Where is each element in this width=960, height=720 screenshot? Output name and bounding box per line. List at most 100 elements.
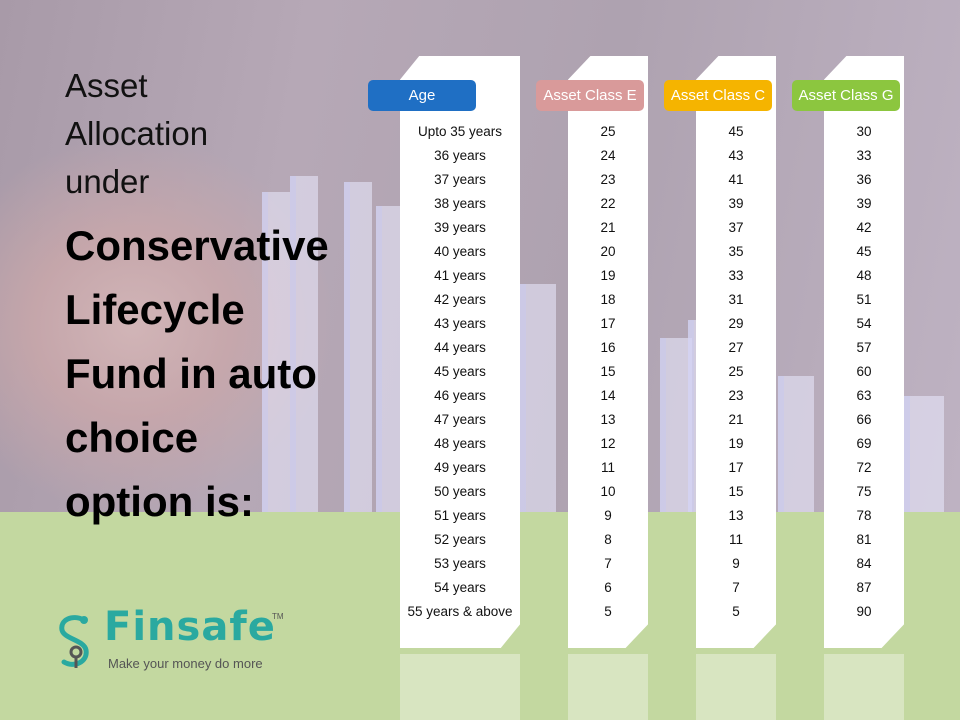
cell-asset-class-e: 11: [600, 460, 615, 475]
cell-asset-class-c: 35: [728, 244, 744, 259]
cell-asset-class-g: 54: [856, 316, 872, 331]
cell-asset-class-g: 69: [856, 436, 872, 451]
cell-age: 44 years: [434, 340, 486, 355]
column-class-e-background: [568, 56, 648, 648]
cell-asset-class-c: 13: [728, 508, 744, 523]
cell-asset-class-c: 11: [728, 532, 743, 547]
cell-asset-class-e: 25: [600, 124, 616, 139]
cell-asset-class-g: 45: [856, 244, 872, 259]
finsafe-s-icon: [59, 615, 89, 668]
cell-age: 55 years & above: [407, 604, 513, 619]
cell-asset-class-g: 60: [856, 364, 872, 379]
cell-asset-class-c: 15: [728, 484, 744, 499]
cell-asset-class-c: 37: [728, 220, 744, 235]
title-intro: Asset Allocation under: [65, 62, 365, 206]
cell-asset-class-e: 16: [600, 340, 616, 355]
title-line-1: Asset: [65, 67, 148, 104]
column-class-g-reflection: [824, 654, 904, 720]
cell-asset-class-e: 9: [604, 508, 612, 523]
cell-asset-class-e: 17: [600, 316, 616, 331]
finsafe-logo: Finsafe TM Make your money do more: [54, 604, 294, 674]
cell-asset-class-g: 87: [856, 580, 872, 595]
title-bold-line-4: choice: [65, 414, 199, 461]
cell-asset-class-g: 63: [856, 388, 872, 403]
title-bold-line-1: Conservative: [65, 222, 329, 269]
cell-asset-class-c: 45: [728, 124, 744, 139]
cell-age: 43 years: [434, 316, 486, 331]
cell-age: 49 years: [434, 460, 486, 475]
cell-asset-class-e: 18: [600, 292, 616, 307]
header-asset-class-c: Asset Class C: [664, 80, 772, 111]
cell-asset-class-e: 14: [600, 388, 616, 403]
cell-asset-class-g: 84: [856, 556, 872, 571]
header-age: Age: [368, 80, 476, 111]
cell-asset-class-g: 57: [856, 340, 872, 355]
header-asset-class-e: Asset Class E: [536, 80, 644, 111]
cell-asset-class-g: 90: [856, 604, 872, 619]
cell-asset-class-g: 51: [856, 292, 872, 307]
cell-age: 42 years: [434, 292, 486, 307]
cell-age: 54 years: [434, 580, 486, 595]
cell-asset-class-c: 23: [728, 388, 744, 403]
cell-asset-class-g: 75: [856, 484, 872, 499]
cell-age: 41 years: [434, 268, 486, 283]
cell-age: 36 years: [434, 148, 486, 163]
cell-asset-class-g: 78: [856, 508, 872, 523]
cell-asset-class-g: 48: [856, 268, 872, 283]
cell-asset-class-c: 7: [732, 580, 740, 595]
cell-asset-class-c: 25: [728, 364, 744, 379]
cell-asset-class-g: 42: [856, 220, 872, 235]
column-class-c-reflection: [696, 654, 776, 720]
cell-age: 47 years: [434, 412, 486, 427]
cell-age: 50 years: [434, 484, 486, 499]
title-emphasis: Conservative Lifecycle Fund in auto choi…: [65, 214, 375, 534]
cell-asset-class-c: 21: [728, 412, 744, 427]
cell-asset-class-e: 23: [600, 172, 616, 187]
cell-asset-class-e: 12: [600, 436, 616, 451]
column-class-c-background: [696, 56, 776, 648]
cell-asset-class-e: 8: [604, 532, 612, 547]
cell-age: 46 years: [434, 388, 486, 403]
cell-asset-class-e: 19: [600, 268, 616, 283]
cell-asset-class-e: 21: [600, 220, 616, 235]
column-class-g-background: [824, 56, 904, 648]
cell-asset-class-c: 17: [728, 460, 744, 475]
cell-asset-class-g: 36: [856, 172, 872, 187]
cell-asset-class-c: 43: [728, 148, 744, 163]
cell-asset-class-e: 20: [600, 244, 616, 259]
cell-age: 53 years: [434, 556, 486, 571]
cell-asset-class-g: 33: [856, 148, 872, 163]
cell-asset-class-g: 30: [856, 124, 872, 139]
logo-name: Finsafe: [104, 604, 276, 650]
title-line-2: Allocation: [65, 115, 209, 152]
cell-asset-class-c: 9: [732, 556, 740, 571]
title-bold-line-3: Fund in auto: [65, 350, 317, 397]
cell-age: 38 years: [434, 196, 486, 211]
cell-age: 45 years: [434, 364, 486, 379]
cell-age: 37 years: [434, 172, 486, 187]
cell-asset-class-e: 22: [600, 196, 616, 211]
cell-asset-class-c: 5: [732, 604, 740, 619]
cell-asset-class-e: 5: [604, 604, 612, 619]
cell-asset-class-g: 81: [856, 532, 872, 547]
cell-asset-class-c: 41: [728, 172, 744, 187]
header-asset-class-g: Asset Class G: [792, 80, 900, 111]
cell-age: 52 years: [434, 532, 486, 547]
column-class-e-reflection: [568, 654, 648, 720]
background-bar-chart-decoration: [262, 176, 944, 512]
cell-asset-class-e: 6: [604, 580, 612, 595]
cell-asset-class-e: 13: [600, 412, 616, 427]
cell-asset-class-e: 7: [604, 556, 612, 571]
cell-asset-class-c: 39: [728, 196, 744, 211]
cell-age: 51 years: [434, 508, 486, 523]
cell-asset-class-e: 24: [600, 148, 616, 163]
cell-age: Upto 35 years: [417, 124, 503, 139]
cell-age: 40 years: [434, 244, 486, 259]
cell-asset-class-e: 15: [600, 364, 616, 379]
column-age-background: [400, 56, 520, 648]
cell-age: 48 years: [434, 436, 486, 451]
cell-asset-class-c: 27: [728, 340, 744, 355]
cell-asset-class-g: 39: [856, 196, 872, 211]
cell-asset-class-c: 33: [728, 268, 744, 283]
logo-trademark: TM: [272, 612, 284, 621]
